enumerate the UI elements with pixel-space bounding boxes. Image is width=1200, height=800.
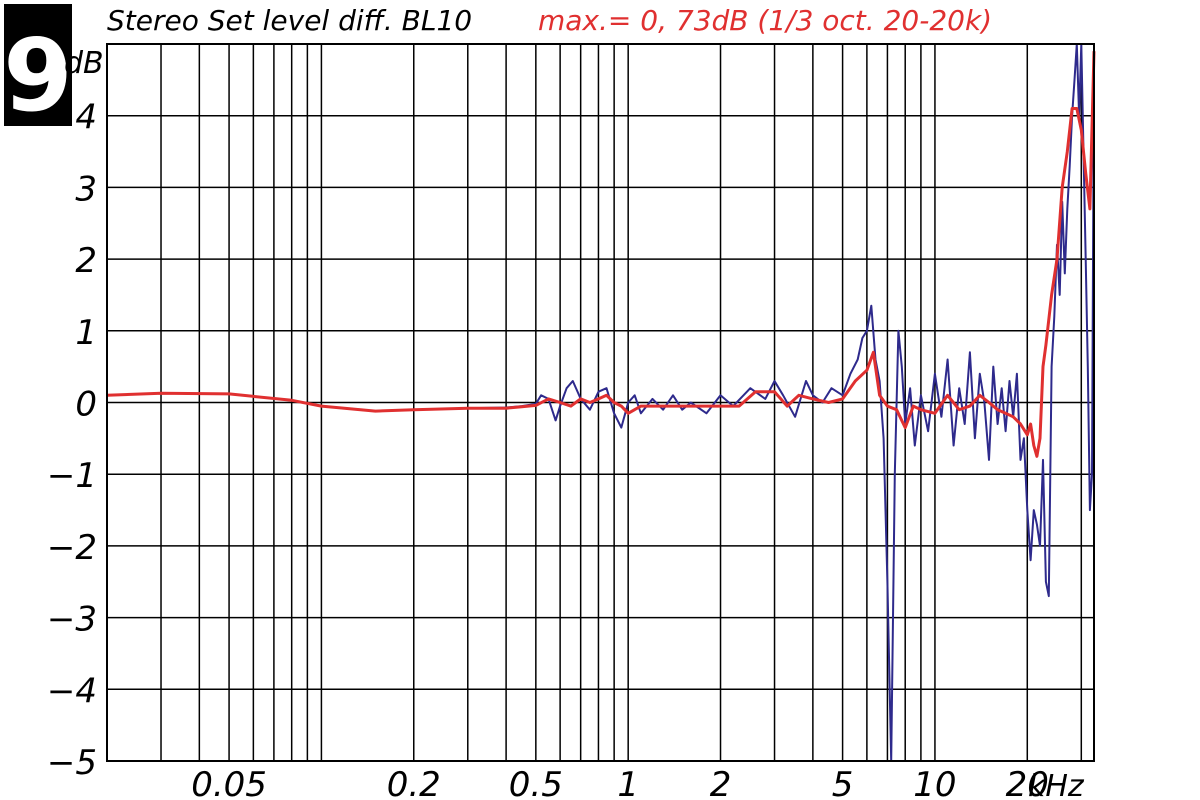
x-tick-label: 0.5	[509, 765, 563, 800]
y-tick-labels: −5 −4 −3 −2 −1 0 1 2 3 4	[47, 98, 97, 783]
x-tick-label: 10	[913, 765, 956, 800]
plot-frame	[106, 43, 1095, 762]
y-tick-label: 3	[75, 169, 97, 209]
x-tick-label: 20	[1006, 765, 1049, 800]
raw-series-line	[106, 43, 1095, 762]
x-tick-label: 1	[617, 765, 639, 800]
x-tick-labels: 0.05 0.2 0.5 1 2 5 10 20	[191, 765, 1049, 800]
badge-number: 9	[3, 17, 73, 134]
chart-title: Stereo Set level diff. BL10	[107, 4, 472, 37]
x-tick-label: 0.05	[191, 765, 267, 800]
y-tick-label: −2	[47, 528, 97, 568]
series-lines	[106, 43, 1096, 762]
y-tick-label: −3	[47, 600, 97, 640]
x-tick-label: 0.2	[387, 765, 441, 800]
y-tick-label: 2	[75, 241, 97, 281]
y-tick-label: 1	[75, 313, 97, 353]
y-tick-label: −4	[47, 671, 97, 711]
badge-background	[4, 4, 72, 126]
grid-lines	[107, 44, 1094, 762]
y-tick-label: 4	[75, 98, 97, 138]
smoothed-series-line	[106, 51, 1096, 458]
y-tick-label: −5	[47, 743, 97, 783]
x-axis-unit: kHz	[1028, 769, 1085, 800]
x-tick-label: 5	[832, 765, 854, 800]
y-tick-label: −1	[47, 456, 97, 496]
x-tick-label: 2	[710, 765, 732, 800]
chart-subtitle: max.= 0, 73dB (1/3 oct. 20-20k)	[538, 4, 992, 37]
y-axis-unit: dB	[64, 46, 104, 81]
y-tick-label: 0	[75, 385, 97, 425]
